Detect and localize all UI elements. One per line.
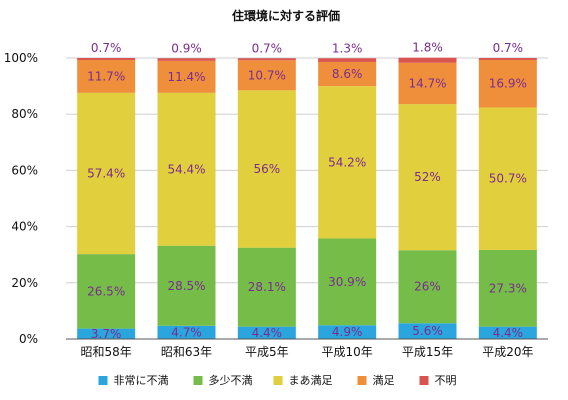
legend-label: 非常に不満	[114, 374, 169, 387]
legend-label: 不明	[435, 374, 457, 387]
data-label: 0.9%	[171, 41, 202, 55]
legend-label: 多少不満	[209, 373, 253, 387]
data-label: 4.4%	[493, 326, 524, 340]
bars	[77, 57, 537, 339]
legend-swatch	[357, 376, 367, 385]
data-label: 54.4%	[167, 162, 205, 176]
bar-segment	[157, 325, 216, 339]
legend-label: まあ満足	[289, 374, 333, 387]
data-label: 0.7%	[493, 41, 524, 55]
bar-segment	[398, 62, 457, 105]
y-axis-ticks: 0% 20% 40% 60% 80% 100%	[4, 51, 38, 346]
legend-swatch	[273, 376, 283, 385]
bar-segment	[157, 245, 216, 326]
y-tick-label: 100%	[4, 51, 38, 65]
y-tick-label: 80%	[11, 107, 38, 121]
bar-segment	[398, 57, 457, 63]
bar-segment	[237, 58, 296, 61]
x-tick-label: 昭和58年	[81, 345, 132, 359]
bar-segment	[318, 61, 377, 87]
legend-swatch	[193, 376, 203, 385]
data-label: 4.9%	[332, 325, 363, 339]
x-tick-label: 昭和63年	[161, 345, 212, 359]
data-label: 1.3%	[332, 41, 363, 55]
data-label: 26.5%	[87, 284, 125, 298]
legend-swatch	[98, 376, 108, 385]
legend-item: 不明	[419, 374, 457, 387]
data-label: 56%	[253, 162, 280, 176]
data-label: 54.2%	[328, 155, 366, 169]
legend-label: 満足	[373, 374, 395, 387]
bar-segment	[398, 323, 457, 339]
bar-segment	[237, 60, 296, 91]
bar-segment	[318, 86, 377, 239]
bar-segment	[478, 107, 537, 250]
bar-segment	[77, 58, 136, 60]
x-tick-label: 平成5年	[245, 345, 289, 359]
bar-segment	[478, 58, 537, 60]
bar-segment	[478, 249, 537, 327]
data-label: 10.7%	[248, 68, 286, 82]
data-label: 52%	[414, 170, 441, 184]
data-label: 26%	[414, 280, 441, 294]
data-label: 3.7%	[91, 327, 122, 341]
legend-item: 非常に不満	[98, 374, 169, 387]
y-tick-label: 60%	[11, 163, 38, 177]
bar-segment	[398, 250, 457, 324]
x-axis-ticks: 昭和58年 昭和63年 平成5年 平成10年 平成15年 平成20年	[81, 345, 534, 359]
bar-segment	[77, 92, 136, 255]
data-labels: 3.7% 26.5% 57.4% 11.7% 0.7% 4.7% 28.5% 54.4% 11.…	[87, 41, 527, 341]
bar-segment	[237, 326, 296, 339]
data-label: 4.4%	[252, 326, 283, 340]
legend-swatch	[419, 376, 429, 385]
bar-segment	[157, 60, 216, 93]
data-label: 1.8%	[412, 41, 443, 55]
gridlines	[66, 57, 548, 340]
bar-segment	[77, 59, 136, 93]
bar-segment	[318, 58, 377, 62]
bar-segment	[237, 247, 296, 327]
x-tick-label: 平成10年	[322, 345, 373, 359]
legend-item: まあ満足	[273, 374, 333, 387]
chart-title: 住環境に対する評価	[232, 8, 340, 23]
data-label: 30.9%	[328, 275, 366, 289]
bar-segment	[478, 59, 537, 108]
bar-segment	[318, 238, 377, 326]
bar-segment	[398, 104, 457, 251]
bar-segment	[318, 325, 377, 339]
legend-item: 満足	[357, 374, 395, 387]
x-tick-label: 平成20年	[482, 345, 533, 359]
bar-segment	[157, 92, 216, 246]
data-label: 11.7%	[87, 69, 125, 83]
legend-item: 多少不満	[193, 373, 253, 387]
bar-segment	[77, 328, 136, 339]
data-label: 5.6%	[412, 324, 443, 338]
y-tick-label: 40%	[11, 220, 38, 234]
data-label: 16.9%	[489, 77, 527, 91]
data-label: 4.7%	[171, 325, 202, 339]
data-label: 0.7%	[91, 41, 122, 55]
bar-segment	[237, 90, 296, 248]
data-label: 14.7%	[408, 76, 446, 90]
x-tick-label: 平成15年	[402, 345, 453, 359]
bar-segment	[77, 254, 136, 329]
legend: 非常に不満 多少不満 まあ満足 満足 不明	[98, 373, 457, 387]
data-label: 27.3%	[489, 281, 527, 295]
bar-segment	[157, 58, 216, 61]
data-label: 8.6%	[332, 67, 363, 81]
data-label: 28.1%	[248, 280, 286, 294]
y-tick-label: 0%	[19, 332, 38, 346]
bar-segment	[478, 326, 537, 339]
data-label: 57.4%	[87, 166, 125, 180]
data-label: 50.7%	[489, 172, 527, 186]
data-label: 28.5%	[167, 279, 205, 293]
y-tick-label: 20%	[11, 276, 38, 290]
data-label: 11.4%	[167, 70, 205, 84]
data-label: 0.7%	[252, 41, 283, 55]
